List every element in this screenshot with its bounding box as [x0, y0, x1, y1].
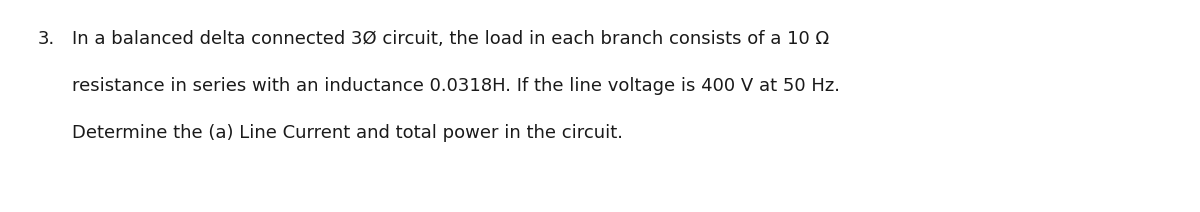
Text: Determine the (a) Line Current and total power in the circuit.: Determine the (a) Line Current and total…: [72, 124, 623, 142]
Text: resistance in series with an inductance 0.0318H. If the line voltage is 400 V at: resistance in series with an inductance …: [72, 77, 840, 95]
Text: In a balanced delta connected 3Ø circuit, the load in each branch consists of a : In a balanced delta connected 3Ø circuit…: [72, 30, 829, 48]
Text: 3.: 3.: [38, 30, 55, 48]
